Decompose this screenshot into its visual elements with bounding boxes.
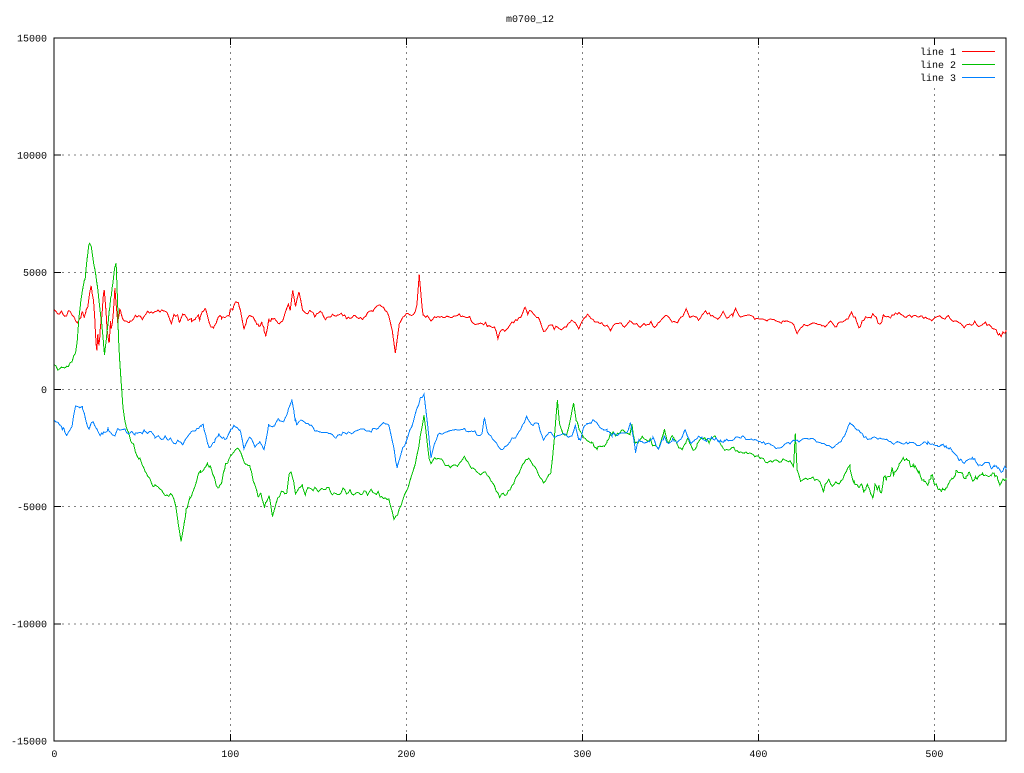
svg-text:300: 300 — [573, 750, 591, 761]
svg-text:0: 0 — [41, 386, 47, 397]
svg-text:-5000: -5000 — [17, 503, 47, 514]
svg-text:-10000: -10000 — [11, 620, 47, 631]
svg-text:200: 200 — [397, 750, 415, 761]
svg-text:500: 500 — [925, 750, 943, 761]
svg-text:m0700_12: m0700_12 — [506, 15, 554, 26]
svg-text:line 1: line 1 — [920, 47, 956, 59]
svg-text:400: 400 — [749, 750, 767, 761]
svg-text:10000: 10000 — [17, 152, 47, 163]
svg-text:100: 100 — [221, 750, 239, 761]
svg-text:-15000: -15000 — [11, 737, 47, 748]
svg-text:15000: 15000 — [17, 34, 47, 45]
svg-text:0: 0 — [51, 750, 57, 761]
svg-text:5000: 5000 — [23, 269, 47, 280]
svg-text:line 2: line 2 — [920, 60, 956, 72]
svg-text:line 3: line 3 — [920, 73, 956, 85]
